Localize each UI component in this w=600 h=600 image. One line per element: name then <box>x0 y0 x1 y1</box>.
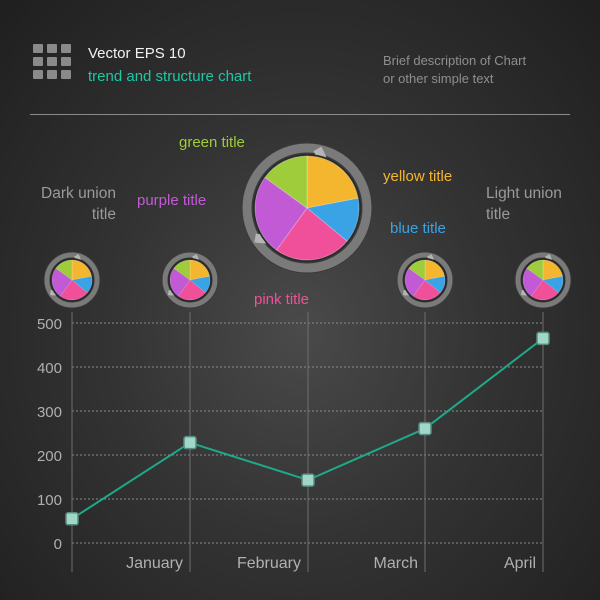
pie-slice-purple <box>51 267 73 297</box>
pie-slice-green <box>526 259 544 281</box>
pie-slice-yellow <box>424 259 445 281</box>
pie-slice-green <box>264 155 308 209</box>
green-title-label: green title <box>179 134 245 151</box>
x-tick-label: April <box>504 555 536 572</box>
pie-slice-pink <box>177 279 206 301</box>
pie-slice-pink <box>530 279 559 301</box>
page-title: Vector EPS 10 <box>88 45 186 62</box>
pie-ring <box>44 252 100 308</box>
pie-slice-blue <box>542 275 564 294</box>
x-tick-label: January <box>126 555 183 572</box>
pie-slice-yellow <box>71 259 92 281</box>
yellow-title-label: yellow title <box>383 168 453 185</box>
pie-charts <box>43 142 572 309</box>
light-union-label-line-2: title <box>486 206 511 223</box>
dark-union-label-line-1: Dark union <box>41 185 116 202</box>
pie-slice-green <box>55 259 73 281</box>
trend-line-chart <box>65 331 550 526</box>
x-tick-label: March <box>374 555 418 572</box>
mini-pie-chart <box>43 251 101 309</box>
description-line-1: Brief description of Chart <box>383 53 527 68</box>
main-pie-chart <box>241 142 373 274</box>
dark-union-label: Dark union title <box>34 183 116 225</box>
pie-slice-purple <box>404 267 426 297</box>
dark-union-label-line-2: title <box>91 206 116 223</box>
pie-slice-purple <box>169 267 191 297</box>
pie-ring <box>162 252 218 308</box>
pie-slice-blue <box>71 275 93 294</box>
pie-slice-green <box>408 259 426 281</box>
mini-pie-chart <box>396 251 454 309</box>
pie-slice-green <box>173 259 191 281</box>
light-union-label-line-1: Light union <box>486 185 562 202</box>
grid-logo-icon <box>33 44 75 80</box>
x-tick-label: February <box>237 555 301 572</box>
data-point-marker <box>418 421 432 436</box>
mini-pie-chart <box>161 251 219 309</box>
pie-slice-pink <box>275 207 348 261</box>
y-tick-label: 100 <box>37 492 62 509</box>
pie-ring <box>515 252 571 308</box>
pie-slice-purple <box>254 176 308 251</box>
y-tick-label: 300 <box>37 404 62 421</box>
pie-slice-blue <box>189 275 211 294</box>
description-line-2: or other simple text <box>383 71 494 86</box>
pink-title-label: pink title <box>254 291 310 308</box>
pie-ring <box>242 143 372 273</box>
pie-slice-purple <box>522 267 544 297</box>
pie-slice-yellow <box>542 259 563 281</box>
pie-ring <box>397 252 453 308</box>
pie-slice-pink <box>59 279 88 301</box>
pie-slice-yellow <box>189 259 210 281</box>
mini-pie-chart <box>514 251 572 309</box>
y-tick-label: 400 <box>37 360 62 377</box>
page-subtitle: trend and structure chart <box>88 68 252 85</box>
y-tick-label: 200 <box>37 448 62 465</box>
pie-slice-yellow <box>306 155 359 209</box>
light-union-label: Light union title <box>486 183 586 225</box>
y-tick-label: 500 <box>37 316 62 333</box>
pie-slice-pink <box>412 279 441 301</box>
purple-title-label: purple title <box>137 192 207 209</box>
header-divider <box>30 114 570 115</box>
data-point-marker <box>301 473 315 487</box>
pie-slice-blue <box>306 197 360 242</box>
data-point-marker <box>536 331 550 346</box>
y-tick-label: 0 <box>54 536 62 553</box>
data-point-marker <box>183 435 197 450</box>
description-text: Brief description of Chart or other simp… <box>383 52 526 88</box>
data-point-marker <box>65 512 79 526</box>
blue-title-label: blue title <box>390 220 446 237</box>
chart-grid: 0 100 200 300 400 500 January February March Apri… <box>37 312 544 572</box>
pie-slice-blue <box>424 275 446 294</box>
